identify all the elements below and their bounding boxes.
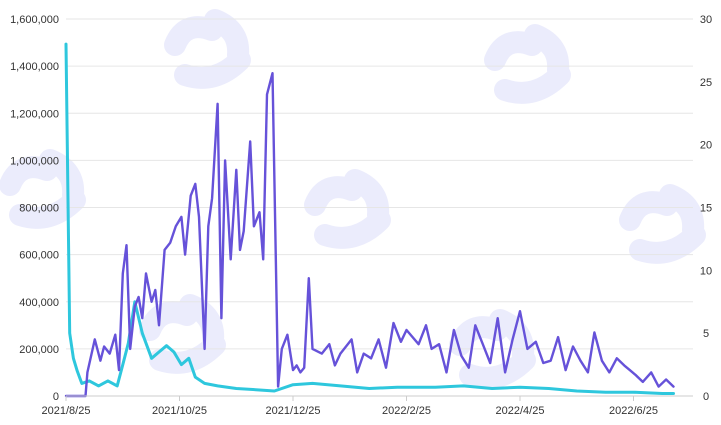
y-left-tick-label: 1,200,000	[10, 108, 59, 120]
y-right-tick-label: 0	[703, 391, 709, 403]
y-left-tick-label: 1,400,000	[10, 61, 59, 73]
x-tick-label: 2021/10/25	[152, 405, 207, 417]
watermark-logo	[619, 184, 706, 264]
series-line-right-axis	[64, 42, 675, 395]
y-right-tick-label: 15	[700, 203, 712, 215]
y-left-tick-label: 1,600,000	[10, 14, 59, 26]
x-tick-label: 2022/6/25	[609, 405, 658, 417]
x-tick-label: 2022/4/25	[496, 405, 545, 417]
y-left-tick-label: 400,000	[19, 297, 59, 309]
y-left-tick-label: 800,000	[19, 203, 59, 215]
x-axis: 2021/8/25 2021/10/25 2021/12/25 2022/2/25 20…	[42, 395, 693, 417]
y-left-tick-label: 1,000,000	[10, 155, 59, 167]
series-layer	[64, 42, 675, 398]
y-right-tick-label: 30	[700, 14, 712, 26]
y-right-tick-label: 5	[703, 328, 709, 340]
x-tick-label: 2021/8/25	[42, 405, 91, 417]
watermark-layer	[0, 9, 706, 389]
watermark-logo	[304, 169, 391, 249]
y-left-tick-label: 0	[53, 391, 59, 403]
y-left-tick-label: 200,000	[19, 344, 59, 356]
y-axis-right: 0 5 10 15 20 25 30	[700, 14, 712, 403]
watermark-logo	[164, 9, 251, 89]
y-right-tick-label: 20	[700, 140, 712, 152]
y-right-tick-label: 10	[700, 265, 712, 277]
y-left-tick-label: 600,000	[19, 250, 59, 262]
y-axis-left: 0 200,000 400,000 600,000 800,000 1,000,000 1,…	[10, 14, 59, 403]
x-tick-label: 2021/12/25	[265, 405, 320, 417]
y-right-tick-label: 25	[700, 77, 712, 89]
series-line-left-axis	[64, 71, 675, 398]
watermark-logo	[484, 24, 571, 104]
x-tick-label: 2022/2/25	[382, 405, 431, 417]
